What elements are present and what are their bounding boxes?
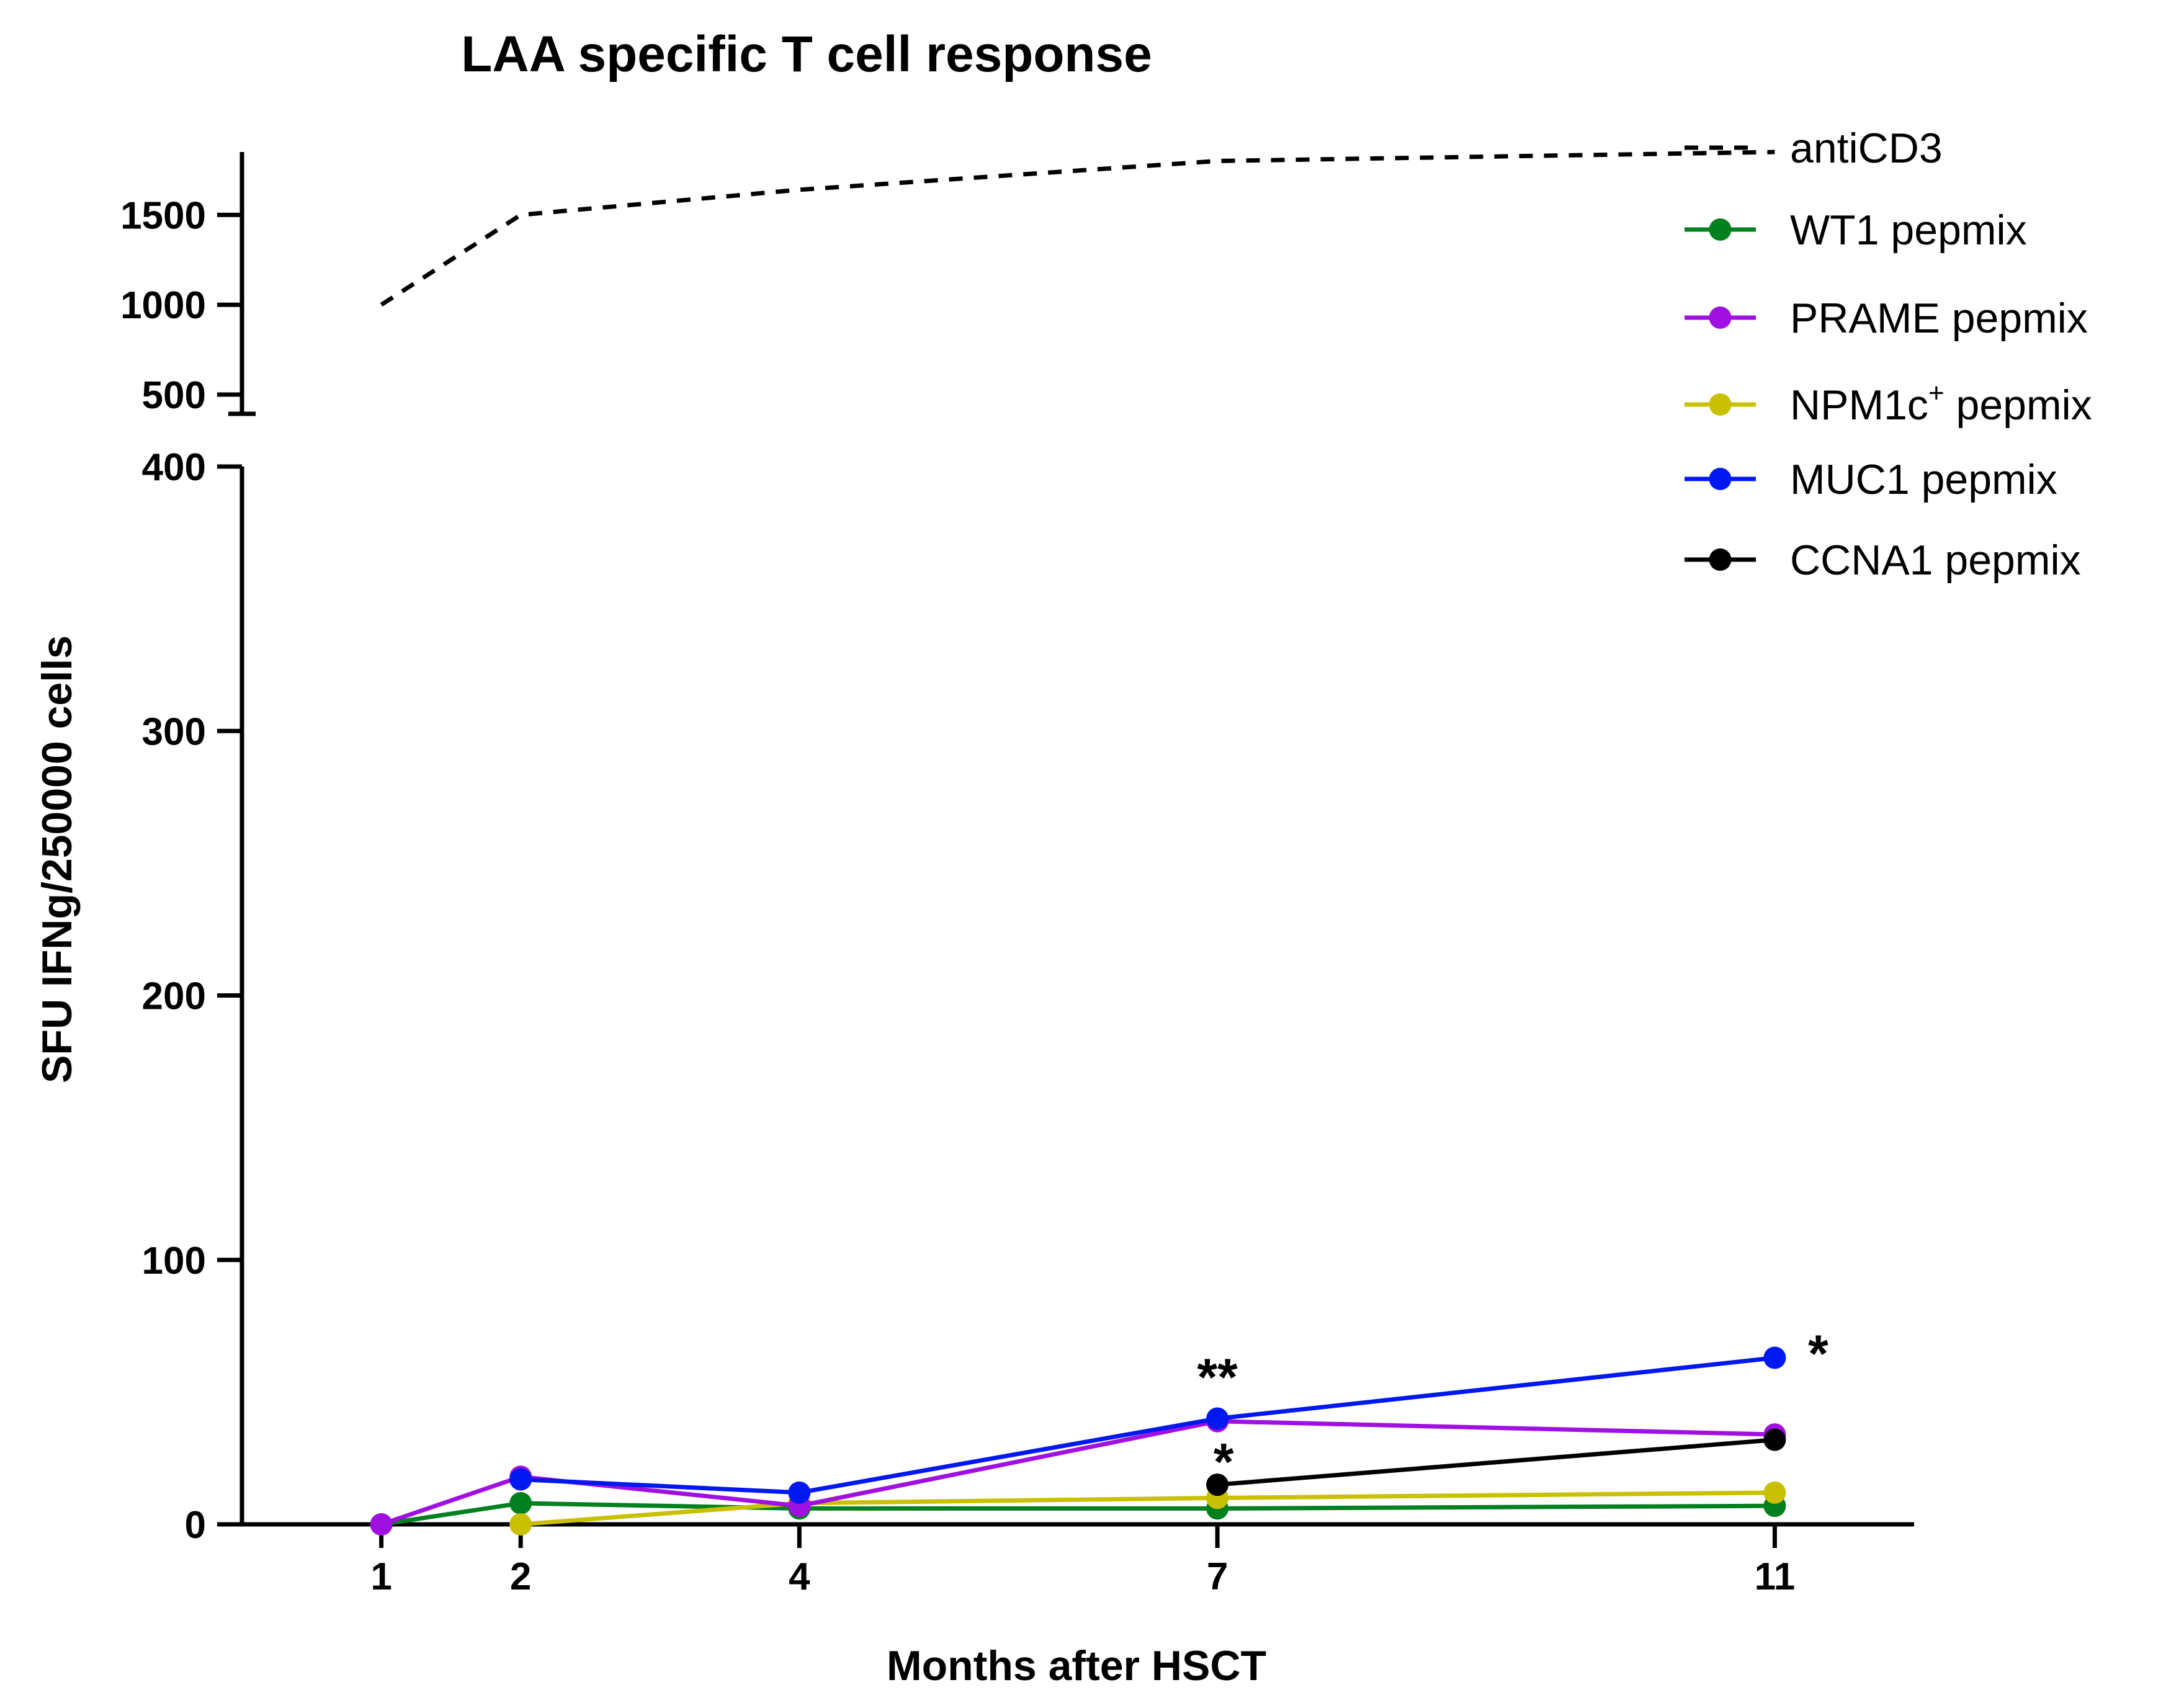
significance-marker: *	[1214, 1433, 1234, 1491]
x-tick-label: 11	[1755, 1555, 1796, 1598]
legend-label: NPM1c+ pepmix	[1790, 378, 2092, 429]
y-axis: 0 100 200 300 400 500 1000 1500	[120, 152, 256, 1547]
data-point	[509, 1468, 532, 1491]
annotation-layer: ****	[1197, 1324, 1828, 1491]
legend-marker	[1709, 468, 1732, 490]
data-point	[509, 1513, 532, 1536]
x-tick-label: 2	[510, 1555, 531, 1598]
series-line-ccna1-pepmix	[1217, 1437, 1775, 1487]
data-point	[1206, 1473, 1229, 1496]
x-tick-label: 1	[370, 1555, 392, 1598]
significance-marker: *	[1808, 1324, 1828, 1382]
legend-label: antiCD3	[1790, 125, 1943, 172]
series-line-anticd3	[380, 150, 1775, 307]
y-lower-tick-label: 200	[142, 975, 206, 1018]
y-upper-tick-label: 500	[142, 374, 206, 417]
legend-label: PRAME pepmix	[1790, 295, 2088, 342]
data-point	[1763, 1428, 1786, 1451]
data-point	[1763, 1481, 1786, 1504]
legend-label: CCNA1 pepmix	[1790, 537, 2081, 584]
significance-marker: **	[1197, 1348, 1238, 1406]
y-lower-tick-label: 100	[142, 1240, 206, 1282]
x-tick-label: 7	[1207, 1555, 1228, 1598]
x-tick-label: 4	[789, 1555, 810, 1598]
legend-marker	[1709, 548, 1732, 571]
legend-marker	[1709, 393, 1732, 416]
series-layer	[370, 150, 1786, 1536]
x-axis: 1 2 4 7 11	[240, 1522, 1914, 1598]
legend-marker	[1709, 306, 1732, 329]
legend: antiCD3 WT1 pepmix PRAME pepmix NPM1c+ pepm…	[1685, 125, 2092, 584]
data-point	[370, 1513, 393, 1536]
y-axis-label: SFU IFNg/250000 cells	[34, 635, 81, 1083]
data-point	[1206, 1407, 1229, 1430]
chart-title: LAA specific T cell response	[461, 26, 1152, 83]
series-line-muc1-pepmix	[521, 1355, 1775, 1495]
y-lower-tick-label: 300	[142, 710, 206, 753]
y-upper-tick-label: 1000	[120, 284, 206, 327]
y-lower-tick-label: 400	[142, 446, 206, 489]
series-line-npm1c	[520, 1490, 1775, 1527]
y-upper-tick-label: 1500	[120, 194, 206, 237]
legend-label: MUC1 pepmix	[1790, 456, 2057, 503]
data-point	[1763, 1346, 1786, 1369]
data-point	[788, 1481, 811, 1504]
legend-label: WT1 pepmix	[1790, 207, 2027, 254]
legend-marker	[1709, 218, 1732, 241]
x-axis-label: Months after HSCT	[887, 1642, 1266, 1689]
data-point	[509, 1491, 532, 1514]
y-lower-tick-label: 0	[185, 1504, 206, 1547]
